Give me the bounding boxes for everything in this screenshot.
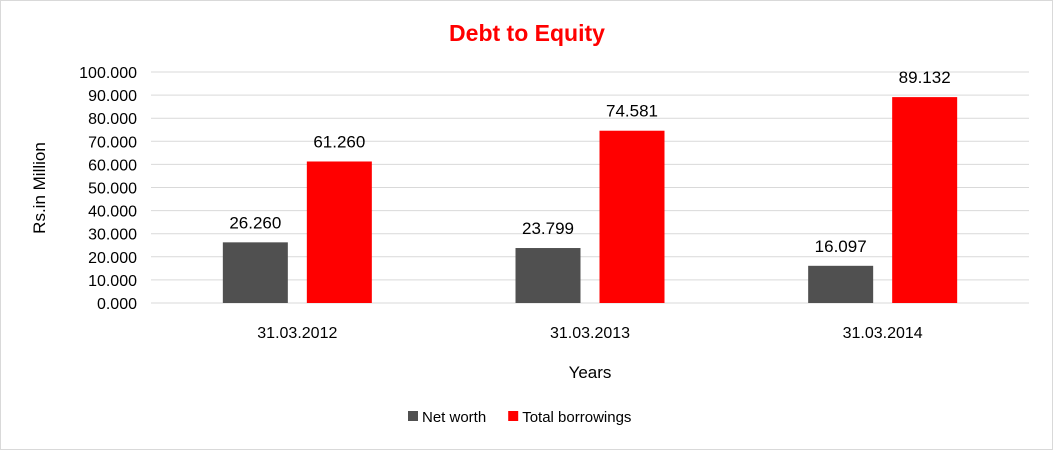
x-tick-label: 31.03.2014 — [843, 325, 923, 342]
legend-swatch — [408, 411, 418, 421]
legend-label: Total borrowings — [522, 409, 631, 426]
bars — [222, 97, 958, 304]
legend: Net worth Total borrowings — [408, 409, 631, 426]
y-axis-ticks: 0.000 10.000 20.000 30.000 40.000 50.000 60.00… — [79, 65, 137, 313]
bar — [808, 265, 874, 303]
y-tick-label: 90.000 — [88, 88, 137, 105]
y-tick-label: 20.000 — [88, 250, 137, 267]
data-label: 61.260 — [313, 132, 365, 151]
bar — [306, 161, 372, 303]
y-tick-label: 50.000 — [88, 181, 137, 198]
y-tick-label: 0.000 — [97, 296, 137, 313]
y-tick-label: 40.000 — [88, 204, 137, 221]
x-tick-label: 31.03.2012 — [257, 325, 337, 342]
y-tick-label: 60.000 — [88, 157, 137, 174]
legend-label: Net worth — [422, 409, 486, 426]
bar — [892, 97, 958, 304]
y-tick-label: 70.000 — [88, 134, 137, 151]
x-tick-label: 31.03.2013 — [550, 325, 630, 342]
legend-swatch — [508, 411, 519, 421]
data-label: 89.132 — [899, 68, 951, 87]
y-tick-label: 80.000 — [88, 111, 137, 128]
bar — [599, 130, 665, 303]
data-label: 23.799 — [522, 219, 574, 238]
y-axis-label: Rs.in Million — [30, 142, 49, 234]
x-axis-label: Years — [569, 363, 612, 382]
gridlines — [151, 71, 1029, 304]
bar — [222, 242, 288, 303]
data-labels: 26.260 61.260 23.799 74.581 16.097 89.132 — [229, 68, 950, 256]
x-axis-ticks: 31.03.2012 31.03.2013 31.03.2014 — [257, 325, 923, 342]
data-label: 26.260 — [229, 213, 281, 232]
y-tick-label: 10.000 — [88, 273, 137, 290]
data-label: 74.581 — [606, 102, 658, 121]
data-label: 16.097 — [815, 237, 867, 256]
bar — [515, 248, 581, 303]
y-tick-label: 30.000 — [88, 227, 137, 244]
chart-title: Debt to Equity — [449, 20, 605, 46]
y-tick-label: 100.000 — [79, 65, 137, 82]
